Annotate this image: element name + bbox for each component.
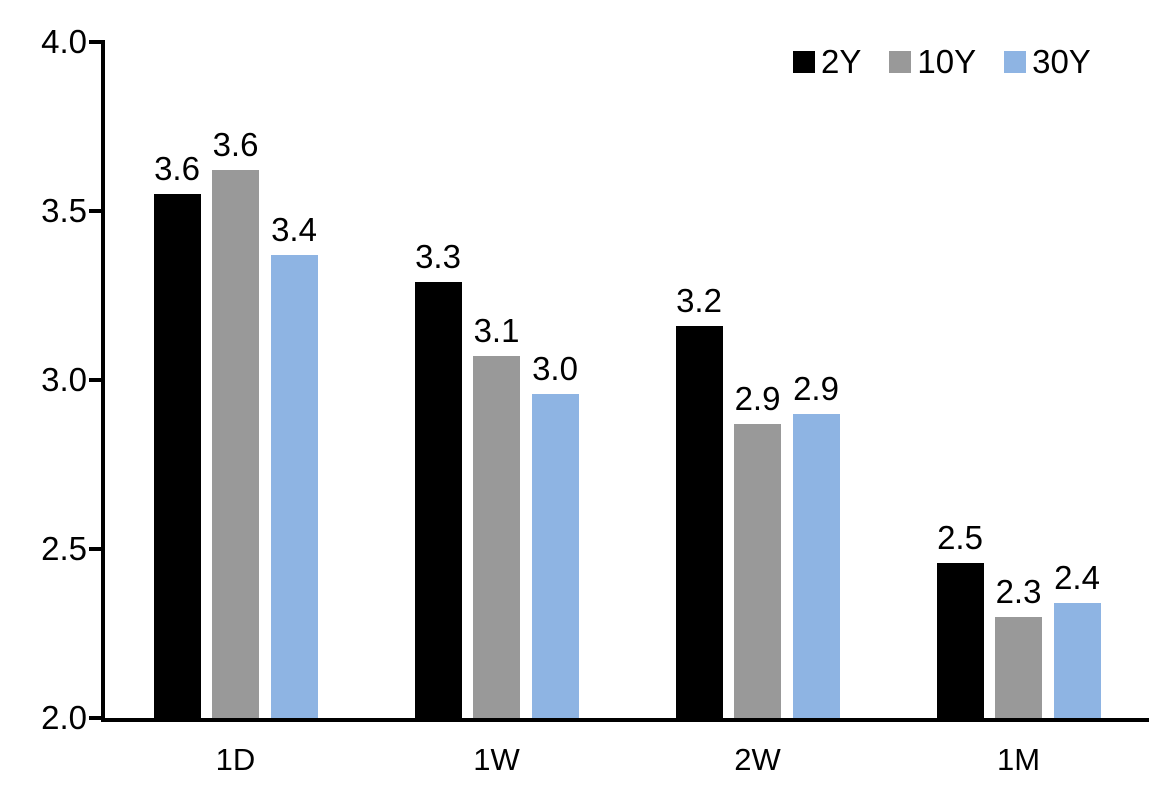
x-category-label-1m: 1M <box>996 742 1041 777</box>
bar-value-label: 3.1 <box>473 312 520 350</box>
y-tick-mark <box>89 40 105 44</box>
bar-value-label: 2.4 <box>1054 559 1100 597</box>
bar-value-label: 2.5 <box>937 518 983 556</box>
legend-label-2y: 2Y <box>821 43 862 80</box>
bar-value-label: 2.9 <box>734 379 781 417</box>
bar-30y-2w <box>792 413 840 718</box>
y-tick-mark <box>89 716 105 720</box>
legend-label-10y: 10Y <box>917 43 977 80</box>
x-category-label-1w: 1W <box>473 742 520 777</box>
y-tick-label: 2.5 <box>41 530 87 567</box>
bar-30y-1w <box>531 393 579 718</box>
legend-item-2y: 2Y <box>793 44 861 80</box>
bar-2y-1m <box>936 562 984 718</box>
legend-swatch-30y <box>1004 51 1027 73</box>
y-tick-label: 4.0 <box>41 23 87 60</box>
legend-swatch-10y <box>889 51 912 73</box>
bar-10y-1m <box>995 616 1042 718</box>
legend-swatch-2y <box>793 51 815 73</box>
bar-10y-2w <box>734 423 781 718</box>
bar-2y-1d <box>153 194 201 718</box>
bar-2y-2w <box>675 325 723 718</box>
x-category-label-2w: 2W <box>734 742 781 777</box>
bar-10y-1d <box>212 170 259 718</box>
legend-item-30y: 30Y <box>1004 44 1091 80</box>
bar-value-label: 2.9 <box>793 369 839 407</box>
bar-30y-1d <box>270 254 318 718</box>
bar-30y-1m <box>1053 603 1101 718</box>
chart-legend: 2Y 10Y 30Y <box>793 44 1091 80</box>
x-category-label-1d: 1D <box>215 742 256 777</box>
y-tick-mark <box>89 547 105 551</box>
bar-value-label: 3.4 <box>271 210 317 248</box>
y-tick-label: 2.0 <box>41 699 87 736</box>
legend-item-10y: 10Y <box>889 44 976 80</box>
y-tick-mark <box>89 209 105 213</box>
legend-label-30y: 30Y <box>1032 43 1091 80</box>
y-tick-mark <box>89 378 105 382</box>
bar-value-label: 3.3 <box>415 237 461 275</box>
bar-value-label: 3.2 <box>676 281 722 319</box>
y-tick-label: 3.0 <box>41 361 87 398</box>
x-axis-line <box>101 718 1149 722</box>
y-tick-label: 3.5 <box>41 192 87 229</box>
bar-value-label: 3.6 <box>212 126 259 164</box>
bar-value-label: 3.6 <box>154 150 200 188</box>
bar-2y-1w <box>414 281 462 718</box>
bar-value-label: 3.0 <box>532 349 578 387</box>
bar-10y-1w <box>473 356 520 718</box>
bar-value-label: 2.3 <box>995 572 1042 610</box>
